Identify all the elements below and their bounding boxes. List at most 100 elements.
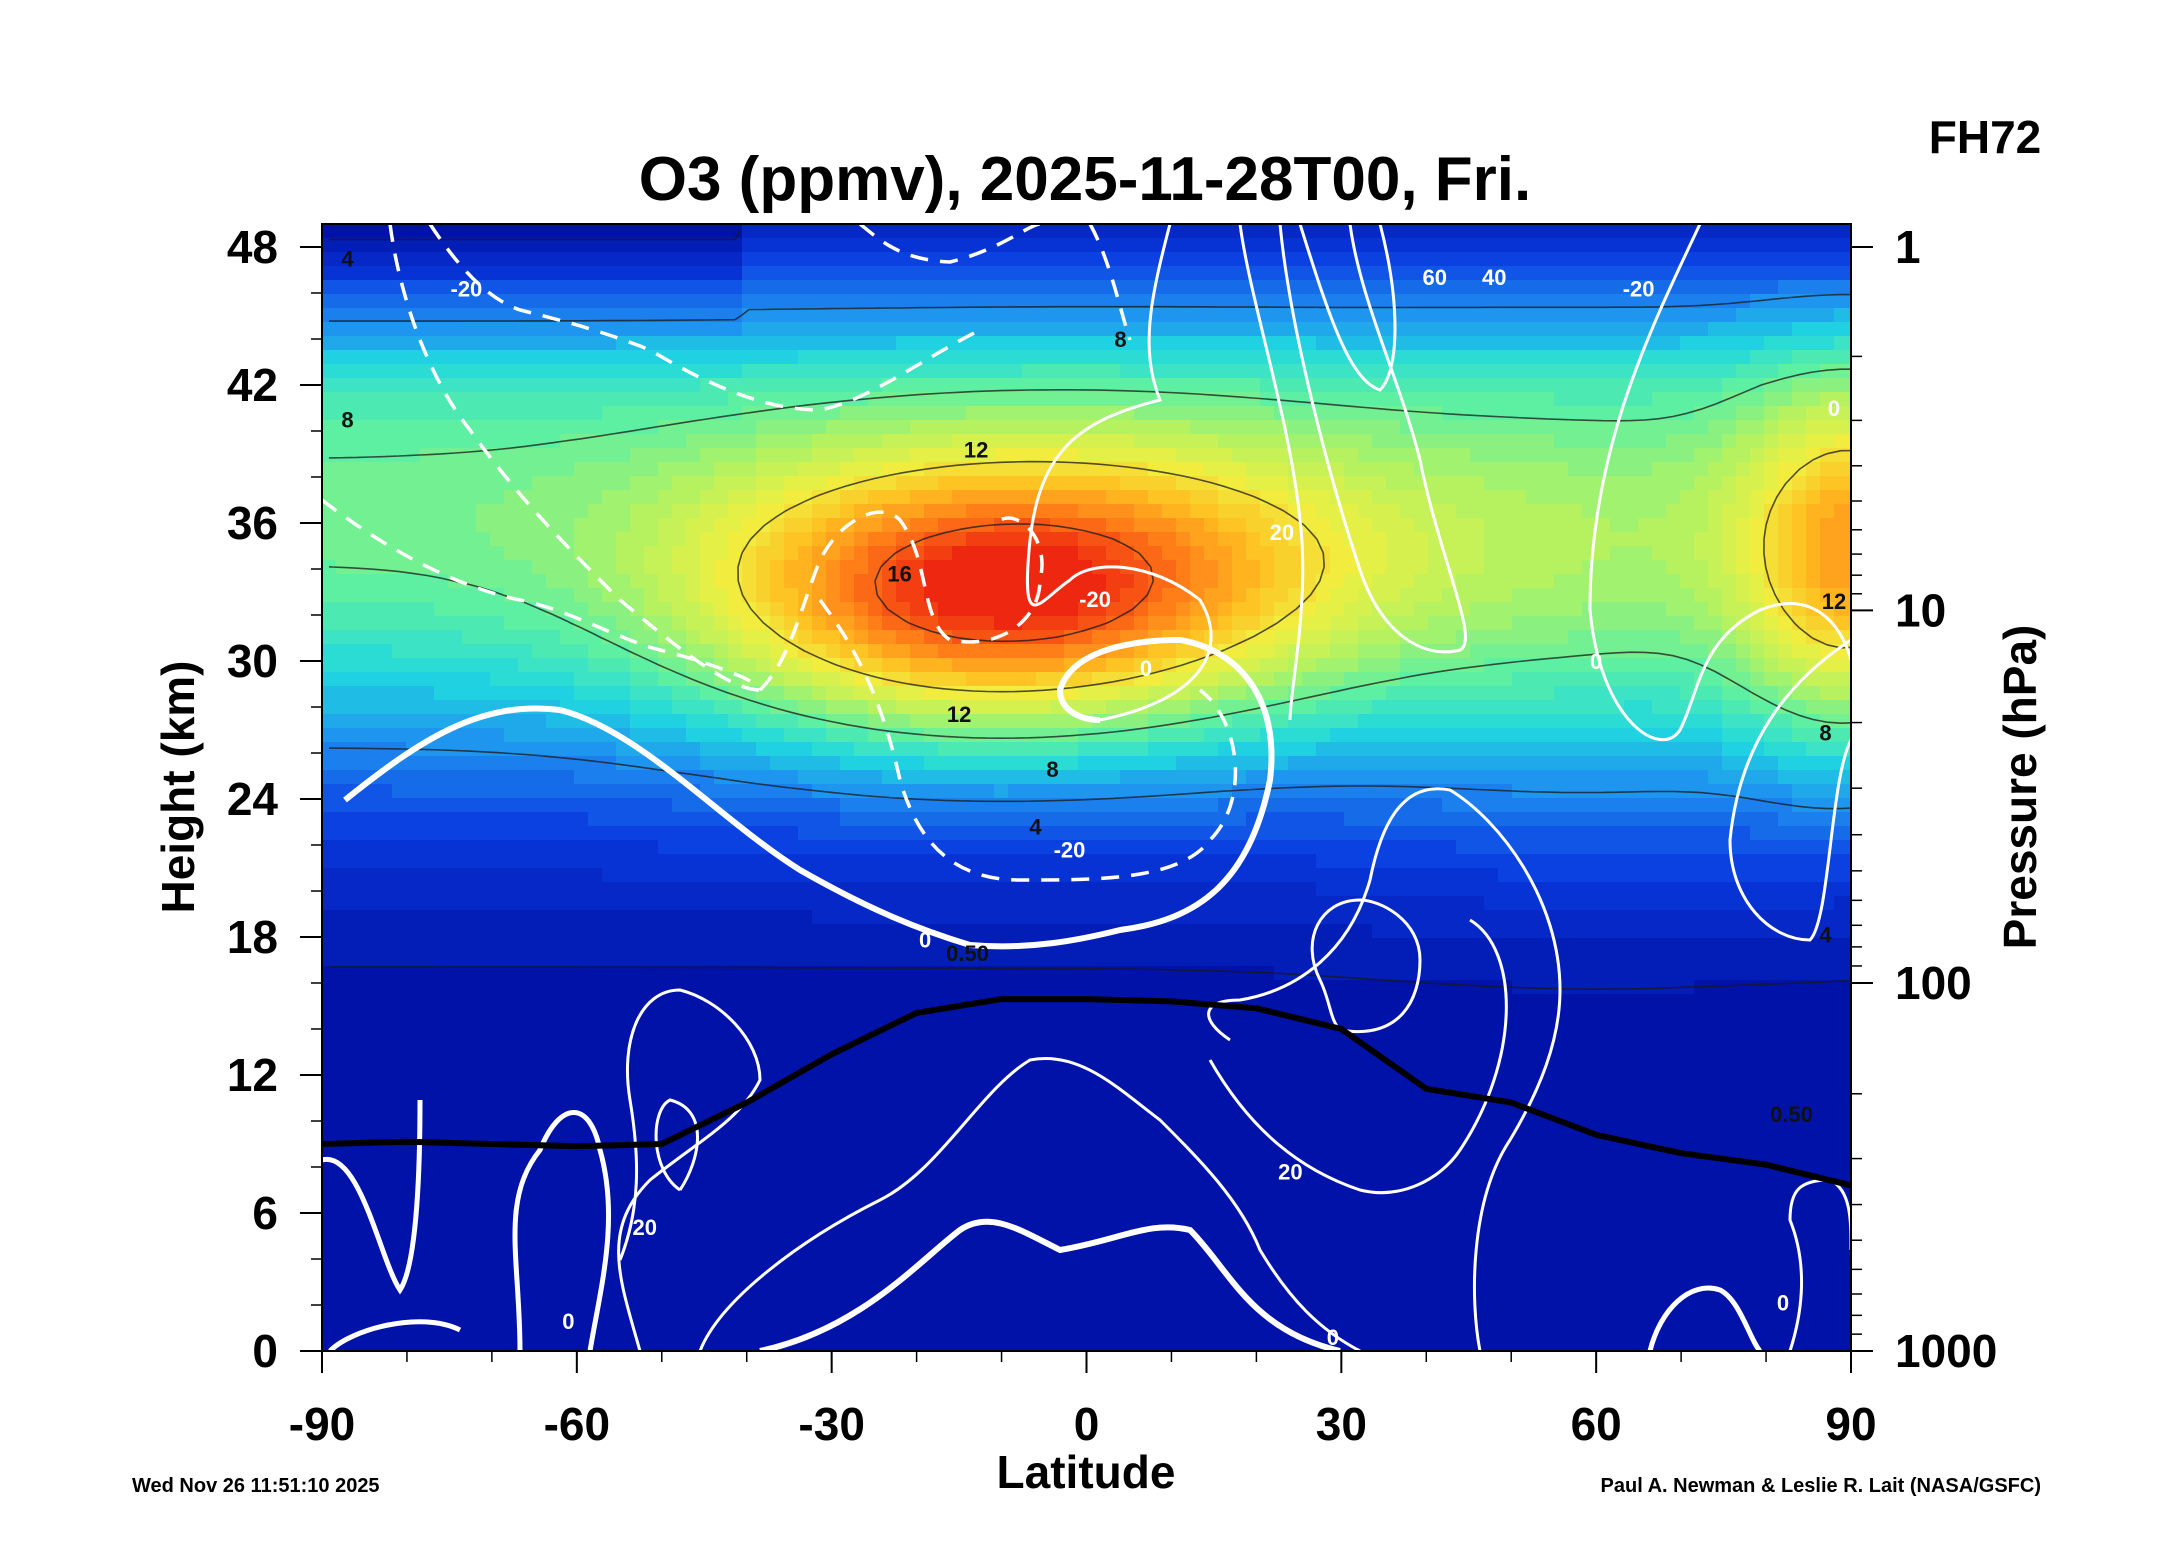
heatmap-cell — [1204, 364, 1219, 379]
heatmap-cell — [1274, 308, 1289, 323]
heatmap-cell — [1498, 504, 1513, 519]
heatmap-cell — [532, 238, 547, 253]
heatmap-cell — [924, 854, 939, 869]
heatmap-cell — [1218, 462, 1233, 477]
heatmap-cell — [1400, 462, 1415, 477]
heatmap-cell — [1330, 392, 1345, 407]
heatmap-cell — [532, 770, 547, 785]
heatmap-cell — [1008, 504, 1023, 519]
heatmap-cell — [1680, 742, 1695, 757]
heatmap-cell — [826, 490, 841, 505]
heatmap-cell — [518, 462, 533, 477]
heatmap-cell — [994, 294, 1009, 309]
heatmap-cell — [1274, 630, 1289, 645]
heatmap-cell — [1078, 280, 1093, 295]
heatmap-cell — [840, 826, 855, 841]
heatmap-cell — [854, 462, 869, 477]
heatmap-cell — [1092, 812, 1107, 827]
heatmap-cell — [1036, 756, 1051, 771]
heatmap-cell — [1512, 266, 1527, 281]
heatmap-cell — [1386, 546, 1401, 561]
heatmap-cell — [1666, 532, 1681, 547]
heatmap-cell — [700, 406, 715, 421]
heatmap-cell — [1428, 770, 1443, 785]
heatmap-cell — [1274, 672, 1289, 687]
heatmap-cell — [1120, 714, 1135, 729]
heatmap-cell — [672, 728, 687, 743]
heatmap-cell — [1190, 700, 1205, 715]
heatmap-cell — [924, 672, 939, 687]
heatmap-cell — [602, 462, 617, 477]
heatmap-cell — [686, 406, 701, 421]
heatmap-cell — [1176, 812, 1191, 827]
heatmap-cell — [1036, 812, 1051, 827]
heatmap-cell — [1512, 238, 1527, 253]
heatmap-cell — [1694, 840, 1709, 855]
heatmap-cell — [616, 742, 631, 757]
heatmap-cell — [728, 644, 743, 659]
heatmap-cell — [1806, 728, 1821, 743]
heatmap-cell — [1036, 504, 1051, 519]
heatmap-cell — [1820, 252, 1835, 267]
heatmap-cell — [966, 364, 981, 379]
heatmap-cell — [644, 378, 659, 393]
heatmap-cell — [1400, 686, 1415, 701]
heatmap-cell — [980, 392, 995, 407]
heatmap-cell — [644, 840, 659, 855]
heatmap-cell — [1274, 644, 1289, 659]
heatmap-cell — [924, 756, 939, 771]
heatmap-cell — [1806, 546, 1821, 561]
heatmap-cell — [1036, 700, 1051, 715]
heatmap-cell — [952, 812, 967, 827]
heatmap-cell — [1750, 406, 1765, 421]
heatmap-cell — [812, 742, 827, 757]
heatmap-cell — [420, 686, 435, 701]
heatmap-cell — [462, 728, 477, 743]
heatmap-cell — [1092, 238, 1107, 253]
heatmap-cell — [1008, 742, 1023, 757]
heatmap-cell — [1316, 714, 1331, 729]
heatmap-cell — [420, 420, 435, 435]
heatmap-cell — [1750, 392, 1765, 407]
heatmap-cell — [560, 308, 575, 323]
heatmap-cell — [1260, 308, 1275, 323]
heatmap-cell — [756, 560, 771, 575]
heatmap-cell — [924, 420, 939, 435]
heatmap-cell — [1372, 420, 1387, 435]
heatmap-cell — [756, 294, 771, 309]
heatmap-cell — [1400, 602, 1415, 617]
heatmap-cell — [1232, 434, 1247, 449]
heatmap-cell — [756, 266, 771, 281]
heatmap-cell — [1722, 560, 1737, 575]
heatmap-cell — [826, 826, 841, 841]
heatmap-cell — [1274, 658, 1289, 673]
heatmap-cell — [1582, 252, 1597, 267]
heatmap-cell — [938, 462, 953, 477]
heatmap-cell — [546, 392, 561, 407]
heatmap-cell — [1526, 574, 1541, 589]
heatmap-cell — [574, 238, 589, 253]
heatmap-cell — [1470, 392, 1485, 407]
heatmap-cell — [1246, 322, 1261, 337]
heatmap-cell — [574, 336, 589, 351]
heatmap-cell — [546, 672, 561, 687]
ozone-color-field — [322, 224, 1851, 1351]
heatmap-cell — [1120, 532, 1135, 547]
heatmap-cell — [1638, 686, 1653, 701]
heatmap-cell — [1554, 798, 1569, 813]
heatmap-cell — [616, 294, 631, 309]
heatmap-cell — [448, 308, 463, 323]
heatmap-cell — [350, 336, 365, 351]
heatmap-cell — [336, 322, 351, 337]
heatmap-cell — [798, 798, 813, 813]
heatmap-cell — [1064, 518, 1079, 533]
heatmap-cell — [518, 602, 533, 617]
heatmap-cell — [1750, 770, 1765, 785]
heatmap-cell — [1848, 602, 1851, 617]
heatmap-cell — [1526, 616, 1541, 631]
heatmap-cell — [602, 546, 617, 561]
heatmap-cell — [952, 378, 967, 393]
heatmap-cell — [840, 224, 855, 239]
heatmap-cell — [336, 364, 351, 379]
heatmap-cell — [1064, 532, 1079, 547]
